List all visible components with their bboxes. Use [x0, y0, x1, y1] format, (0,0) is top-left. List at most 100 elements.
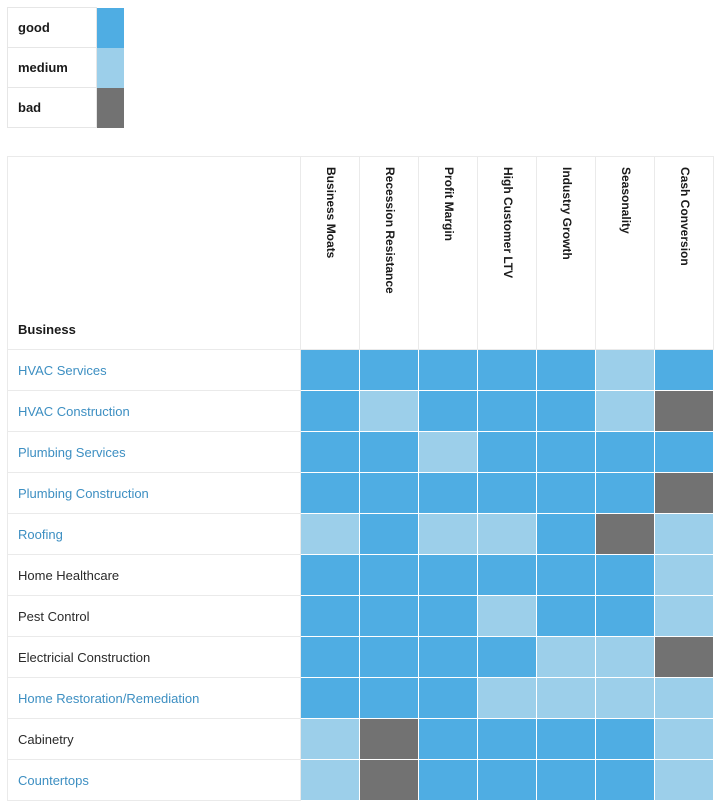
- rating-cell-high-customer-ltv: [477, 759, 537, 801]
- rating-cell-business-moats: [300, 677, 360, 719]
- criterion-header-cash-conversion: Cash Conversion: [654, 156, 714, 350]
- rating-cell-profit-margin: [418, 759, 478, 801]
- rating-cell-seasonality: [595, 431, 655, 473]
- business-link[interactable]: Home Restoration/Remediation: [7, 677, 301, 719]
- rating-cell-industry-growth: [536, 718, 596, 760]
- legend-label: good: [7, 7, 97, 48]
- rating-cell-profit-margin: [418, 554, 478, 596]
- table-row: Home Restoration/Remediation: [7, 677, 714, 719]
- rating-cell-profit-margin: [418, 636, 478, 678]
- rating-cell-high-customer-ltv: [477, 636, 537, 678]
- rating-cell-recession-resistance: [359, 513, 419, 555]
- legend-item-medium: medium: [7, 47, 124, 88]
- table-row: Home Healthcare: [7, 554, 714, 596]
- business-link[interactable]: HVAC Construction: [7, 390, 301, 432]
- rating-cell-recession-resistance: [359, 677, 419, 719]
- rating-cell-high-customer-ltv: [477, 554, 537, 596]
- rating-cell-high-customer-ltv: [477, 595, 537, 637]
- legend-label: medium: [7, 47, 97, 88]
- rating-cell-profit-margin: [418, 472, 478, 514]
- criterion-label: Profit Margin: [442, 167, 456, 241]
- criterion-header-seasonality: Seasonality: [595, 156, 655, 350]
- rating-cell-seasonality: [595, 677, 655, 719]
- rating-cell-profit-margin: [418, 595, 478, 637]
- table-row: Plumbing Services: [7, 431, 714, 473]
- criterion-header-profit-margin: Profit Margin: [418, 156, 478, 350]
- rating-cell-profit-margin: [418, 718, 478, 760]
- table-row: Pest Control: [7, 595, 714, 637]
- rating-cell-seasonality: [595, 349, 655, 391]
- table-row: Cabinetry: [7, 718, 714, 760]
- matrix-header-row: Business Business Moats Recession Resista…: [7, 156, 714, 350]
- rating-cell-business-moats: [300, 472, 360, 514]
- rating-cell-cash-conversion: [654, 595, 714, 637]
- rating-cell-cash-conversion: [654, 636, 714, 678]
- rating-cell-industry-growth: [536, 595, 596, 637]
- rating-cell-recession-resistance: [359, 472, 419, 514]
- legend-item-good: good: [7, 7, 124, 48]
- rating-cell-business-moats: [300, 759, 360, 801]
- rating-cell-business-moats: [300, 595, 360, 637]
- table-row: Plumbing Construction: [7, 472, 714, 514]
- rating-cell-high-customer-ltv: [477, 677, 537, 719]
- rating-cell-seasonality: [595, 595, 655, 637]
- rating-cell-industry-growth: [536, 677, 596, 719]
- business-link[interactable]: HVAC Services: [7, 349, 301, 391]
- business-link[interactable]: Plumbing Services: [7, 431, 301, 473]
- rating-cell-industry-growth: [536, 759, 596, 801]
- rating-cell-business-moats: [300, 431, 360, 473]
- table-row: HVAC Construction: [7, 390, 714, 432]
- legend-label: bad: [7, 87, 97, 128]
- rating-cell-seasonality: [595, 636, 655, 678]
- rating-cell-industry-growth: [536, 513, 596, 555]
- rating-cell-seasonality: [595, 718, 655, 760]
- criterion-header-recession-resistance: Recession Resistance: [359, 156, 419, 350]
- legend-swatch-medium: [96, 47, 124, 88]
- rating-cell-business-moats: [300, 349, 360, 391]
- criterion-label: Cash Conversion: [678, 167, 692, 266]
- criterion-label: Industry Growth: [560, 167, 574, 260]
- rating-cell-cash-conversion: [654, 554, 714, 596]
- rating-cell-profit-margin: [418, 390, 478, 432]
- rating-cell-industry-growth: [536, 636, 596, 678]
- rating-cell-business-moats: [300, 513, 360, 555]
- rating-cell-business-moats: [300, 554, 360, 596]
- business-name: Home Healthcare: [7, 554, 301, 596]
- criterion-header-industry-growth: Industry Growth: [536, 156, 596, 350]
- rating-cell-seasonality: [595, 513, 655, 555]
- rating-cell-recession-resistance: [359, 554, 419, 596]
- business-name: Pest Control: [7, 595, 301, 637]
- rating-cell-business-moats: [300, 718, 360, 760]
- rating-cell-recession-resistance: [359, 718, 419, 760]
- criterion-header-business-moats: Business Moats: [300, 156, 360, 350]
- business-link[interactable]: Plumbing Construction: [7, 472, 301, 514]
- criterion-label: High Customer LTV: [501, 167, 515, 279]
- legend-swatch-good: [96, 7, 124, 48]
- business-column-header: Business: [7, 156, 301, 350]
- rating-cell-profit-margin: [418, 513, 478, 555]
- rating-cell-recession-resistance: [359, 636, 419, 678]
- rating-cell-cash-conversion: [654, 472, 714, 514]
- rating-cell-high-customer-ltv: [477, 431, 537, 473]
- rating-cell-recession-resistance: [359, 390, 419, 432]
- business-name: Electricial Construction: [7, 636, 301, 678]
- rating-cell-cash-conversion: [654, 759, 714, 801]
- rating-cell-profit-margin: [418, 431, 478, 473]
- rating-cell-industry-growth: [536, 431, 596, 473]
- business-link[interactable]: Roofing: [7, 513, 301, 555]
- business-link[interactable]: Countertops: [7, 759, 301, 801]
- rating-cell-cash-conversion: [654, 390, 714, 432]
- table-row: HVAC Services: [7, 349, 714, 391]
- rating-cell-cash-conversion: [654, 431, 714, 473]
- rating-cell-business-moats: [300, 636, 360, 678]
- table-row: Countertops: [7, 759, 714, 801]
- rating-cell-business-moats: [300, 390, 360, 432]
- rating-cell-seasonality: [595, 554, 655, 596]
- business-rating-matrix: Business Business Moats Recession Resista…: [7, 156, 714, 801]
- rating-cell-cash-conversion: [654, 718, 714, 760]
- rating-cell-high-customer-ltv: [477, 472, 537, 514]
- rating-cell-high-customer-ltv: [477, 718, 537, 760]
- rating-cell-industry-growth: [536, 554, 596, 596]
- rating-cell-cash-conversion: [654, 513, 714, 555]
- criterion-label: Seasonality: [619, 167, 633, 234]
